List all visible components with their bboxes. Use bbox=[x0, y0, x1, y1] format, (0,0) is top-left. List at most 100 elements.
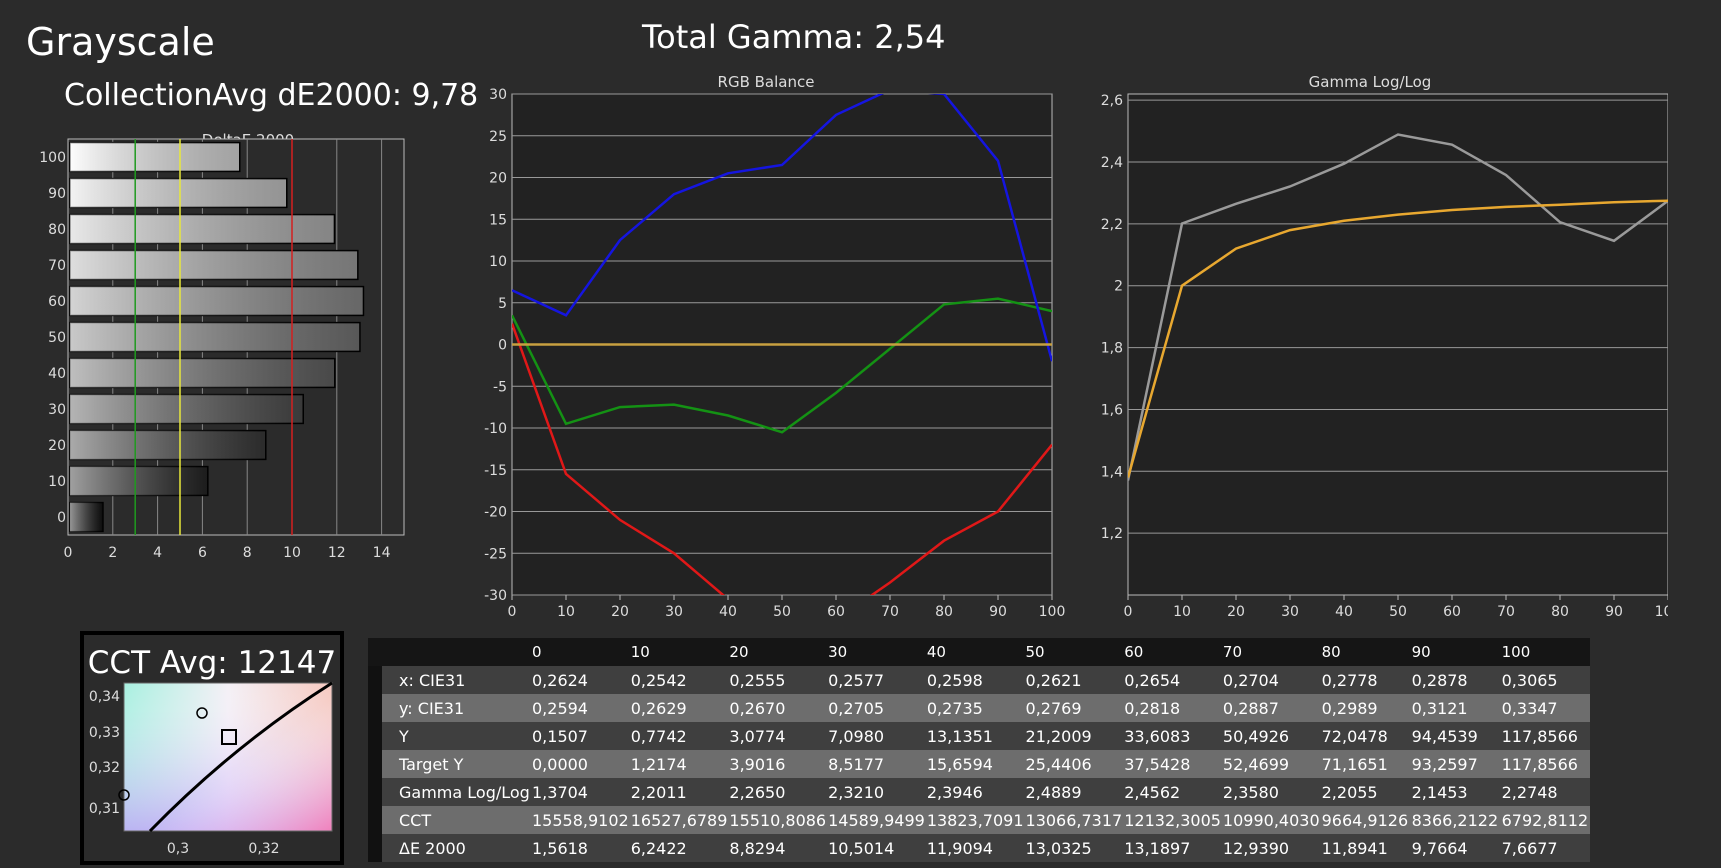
plot-area bbox=[1127, 93, 1668, 596]
ytick-label: 10 bbox=[489, 254, 507, 270]
table-cell: 0,2555 bbox=[727, 666, 827, 694]
table-cell: 50,4926 bbox=[1220, 722, 1320, 750]
table-cell: 11,8941 bbox=[1319, 834, 1410, 862]
target-whitepoint bbox=[221, 729, 237, 745]
bar-category-label: 20 bbox=[48, 438, 66, 454]
bar-xtick: 6 bbox=[198, 545, 207, 561]
table-cell: 117,8566 bbox=[1499, 722, 1590, 750]
bar-xtick: 0 bbox=[64, 545, 73, 561]
cct-panel: CCT Avg: 12147 0,34 0,33 0,32 bbox=[80, 631, 344, 865]
table-cell: 25,4406 bbox=[1023, 750, 1123, 778]
table-row: Gamma Log/Log 1,3704 2,2011 2,2650 2,3210 2,3… bbox=[368, 778, 1590, 806]
table-row: Y 0,1507 0,7742 3,0774 7,0980 13,1351 21,2009 3… bbox=[368, 722, 1590, 750]
row-label: x: CIE31 bbox=[382, 666, 530, 694]
table-cell: 0,3121 bbox=[1409, 694, 1500, 722]
table-header-cell: 90 bbox=[1409, 638, 1500, 666]
rgb-chart-title: RGB Balance bbox=[718, 73, 815, 91]
table-cell: 15558,9102 bbox=[530, 806, 629, 834]
ytick-label: -10 bbox=[484, 421, 507, 437]
row-label: ΔE 2000 bbox=[382, 834, 530, 862]
bar-category-label: 0 bbox=[57, 510, 66, 526]
cct-ytick: 0,31 bbox=[89, 801, 120, 817]
table-cell: 12132,3005 bbox=[1122, 806, 1221, 834]
row-label: y: CIE31 bbox=[382, 694, 530, 722]
table-cell: 14589,9499 bbox=[826, 806, 925, 834]
ytick-label: 2,2 bbox=[1101, 217, 1123, 233]
table-cell: 2,2055 bbox=[1319, 778, 1410, 806]
cct-ytick: 0,33 bbox=[89, 725, 120, 741]
xtick-label: 80 bbox=[935, 604, 953, 620]
bar-xtick: 4 bbox=[153, 545, 162, 561]
measurement-table: 0 10 20 30 40 50 60 70 80 90 100 x: CIE31 0,2624 0,25… bbox=[368, 638, 1590, 862]
table-cell: 16527,6789 bbox=[628, 806, 728, 834]
table-cell: 37,5428 bbox=[1122, 750, 1221, 778]
row-label: CCT bbox=[382, 806, 530, 834]
table-cell: 0,2629 bbox=[628, 694, 728, 722]
table-cell: 52,4699 bbox=[1220, 750, 1320, 778]
table-cell: 0,2769 bbox=[1023, 694, 1123, 722]
table-cell: 3,9016 bbox=[727, 750, 827, 778]
xtick-label: 70 bbox=[1497, 604, 1515, 620]
gamma-chart-title: Gamma Log/Log bbox=[1309, 73, 1432, 91]
bar-shade bbox=[70, 502, 103, 532]
ytick-label: 30 bbox=[489, 87, 507, 103]
table-cell: 0,2594 bbox=[530, 694, 629, 722]
bar-category-label: 40 bbox=[48, 366, 66, 382]
table-cell: 15510,8086 bbox=[727, 806, 827, 834]
table-cell: 33,6083 bbox=[1122, 722, 1221, 750]
table-cell: 2,4889 bbox=[1023, 778, 1123, 806]
row-label: Target Y bbox=[382, 750, 530, 778]
table-cell: 2,2011 bbox=[628, 778, 728, 806]
table-cell: 0,2878 bbox=[1409, 666, 1500, 694]
table-cell: 1,2174 bbox=[628, 750, 728, 778]
table-cell: 10990,4030 bbox=[1220, 806, 1320, 834]
table-cell: 13,1351 bbox=[924, 722, 1024, 750]
table-row: ΔE 2000 1,5618 6,2422 8,8294 10,5014 11,9094 1… bbox=[368, 834, 1590, 862]
table-cell: 0,0000 bbox=[530, 750, 629, 778]
ytick-label: 2,6 bbox=[1101, 93, 1123, 109]
page-title: Grayscale bbox=[26, 20, 215, 64]
ytick-label: 25 bbox=[489, 129, 507, 145]
table-row: Target Y 0,0000 1,2174 3,9016 8,5177 15,6594 2… bbox=[368, 750, 1590, 778]
total-gamma-label: Total Gamma: 2,54 bbox=[642, 18, 946, 56]
xtick-label: 90 bbox=[1605, 604, 1623, 620]
table-cell: 1,3704 bbox=[530, 778, 629, 806]
table-cell: 13,0325 bbox=[1023, 834, 1123, 862]
planckian-locus bbox=[148, 681, 333, 833]
table-header-cell: 0 bbox=[530, 638, 629, 666]
bar-category-label: 10 bbox=[48, 474, 66, 490]
table-cell: 72,0478 bbox=[1319, 722, 1410, 750]
table-cell: 6792,8112 bbox=[1499, 806, 1590, 834]
bar-shade bbox=[70, 178, 287, 208]
bar-shade bbox=[70, 322, 360, 352]
ytick-label: 2 bbox=[1114, 279, 1123, 295]
table-cell: 8366,2122 bbox=[1409, 806, 1500, 834]
bar-category-label: 50 bbox=[48, 330, 66, 346]
table-cell: 0,2598 bbox=[924, 666, 1024, 694]
series-line bbox=[512, 297, 1052, 434]
table-cell: 12,9390 bbox=[1220, 834, 1320, 862]
table-cell: 0,2670 bbox=[727, 694, 827, 722]
xtick-label: 100 bbox=[1655, 604, 1668, 620]
bar-category-label: 70 bbox=[48, 258, 66, 274]
deltae-bar-chart: DeltaE 2000 0246810121401020304050607080… bbox=[40, 131, 405, 561]
table-cell: 2,3210 bbox=[826, 778, 925, 806]
bar-category-label: 80 bbox=[48, 222, 66, 238]
ytick-label: -5 bbox=[493, 379, 507, 395]
table-header-cell: 10 bbox=[628, 638, 728, 666]
xtick-label: 70 bbox=[881, 604, 899, 620]
xtick-label: 20 bbox=[1227, 604, 1245, 620]
xtick-label: 0 bbox=[1124, 604, 1133, 620]
cct-ytick: 0,32 bbox=[89, 760, 120, 776]
table-cell: 0,2624 bbox=[530, 666, 629, 694]
cct-avg-title: CCT Avg: 12147 bbox=[87, 645, 337, 681]
ytick-label: -20 bbox=[484, 505, 507, 521]
measured-point bbox=[196, 707, 208, 719]
table-cell: 0,2989 bbox=[1319, 694, 1410, 722]
table-cell: 0,2778 bbox=[1319, 666, 1410, 694]
ytick-label: -30 bbox=[484, 588, 507, 604]
table-cell: 0,2818 bbox=[1122, 694, 1221, 722]
table-cell: 0,2887 bbox=[1220, 694, 1320, 722]
table-header-cell: 30 bbox=[826, 638, 925, 666]
table-cell: 21,2009 bbox=[1023, 722, 1123, 750]
